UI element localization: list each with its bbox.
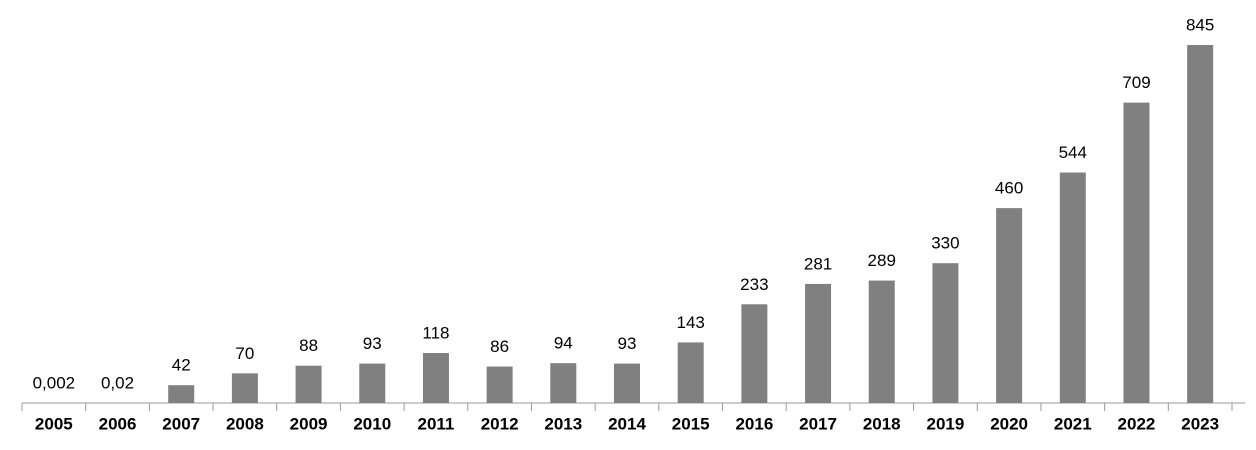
value-label: 93 — [363, 334, 382, 353]
value-label: 0,02 — [101, 373, 134, 392]
x-tick-label: 2009 — [290, 414, 328, 433]
value-label: 0,002 — [33, 373, 76, 392]
value-label: 460 — [995, 179, 1023, 198]
value-label: 289 — [868, 251, 896, 270]
bar — [1123, 102, 1150, 404]
value-label: 709 — [1122, 73, 1150, 92]
value-label: 86 — [490, 337, 509, 356]
bar — [868, 280, 895, 403]
bar — [359, 363, 386, 403]
bar — [805, 283, 832, 403]
x-tick-label: 2013 — [544, 414, 582, 433]
x-tick-label: 2006 — [99, 414, 137, 433]
bar — [1187, 45, 1214, 403]
x-tick-label: 2011 — [418, 414, 455, 433]
x-tick-label: 2016 — [735, 414, 773, 433]
value-label: 281 — [804, 254, 832, 273]
bar — [932, 263, 959, 403]
x-tick-label: 2021 — [1054, 414, 1092, 433]
value-label: 118 — [422, 323, 449, 342]
bar — [231, 373, 258, 403]
bar — [1059, 172, 1086, 403]
x-tick-label: 2017 — [799, 414, 837, 433]
x-tick-label: 2010 — [353, 414, 391, 433]
value-label: 845 — [1186, 15, 1214, 34]
bar — [741, 304, 768, 403]
x-tick-label: 2020 — [990, 414, 1028, 433]
bar — [295, 365, 322, 403]
bar — [677, 342, 704, 403]
value-label: 88 — [299, 336, 318, 355]
bar — [422, 353, 449, 403]
x-tick-label: 2022 — [1118, 414, 1156, 433]
bar — [614, 363, 640, 403]
bar — [550, 363, 577, 403]
value-label: 143 — [676, 313, 704, 332]
x-tick-label: 2008 — [226, 414, 264, 433]
bar — [996, 208, 1023, 403]
bar — [168, 385, 195, 403]
value-label: 544 — [1059, 143, 1087, 162]
value-label: 93 — [618, 334, 637, 353]
value-label: 330 — [931, 234, 959, 253]
value-label: 94 — [554, 334, 573, 353]
x-tick-label: 2015 — [672, 414, 710, 433]
value-label: 233 — [740, 275, 768, 294]
x-tick-label: 2012 — [481, 414, 519, 433]
x-tick-label: 2018 — [863, 414, 901, 433]
x-tick-label: 2005 — [35, 414, 73, 433]
x-tick-label: 2007 — [162, 414, 200, 433]
x-tick-label: 2023 — [1181, 414, 1219, 433]
x-tick-label: 2019 — [927, 414, 965, 433]
bar — [486, 366, 513, 403]
x-tick-label: 2014 — [608, 414, 646, 433]
value-label: 70 — [235, 344, 254, 363]
value-label: 42 — [172, 356, 191, 375]
